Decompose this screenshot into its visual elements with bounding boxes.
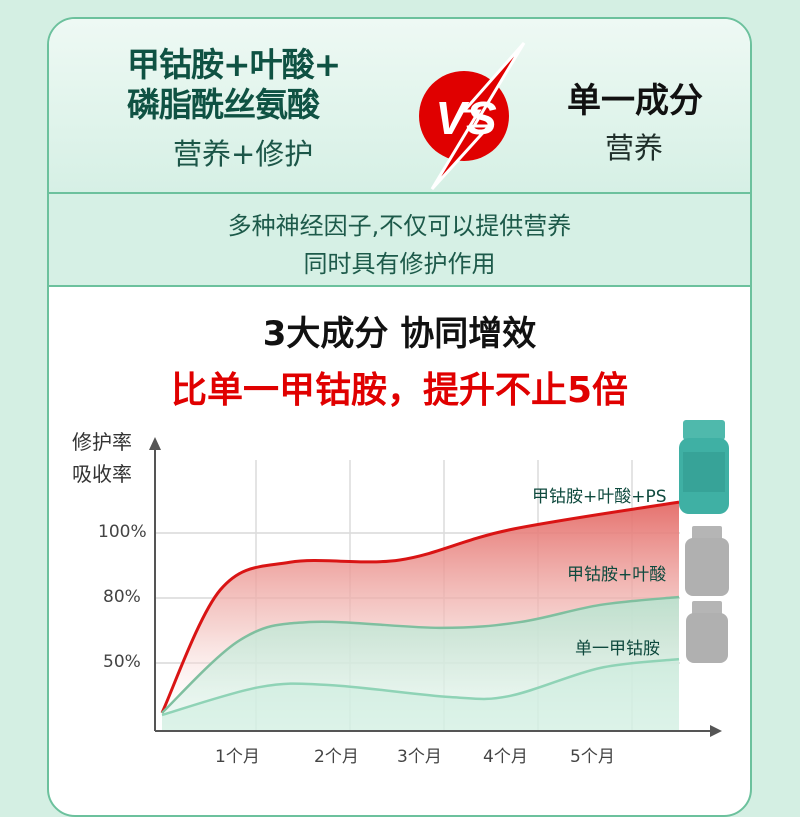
- series-combo-line: [161, 595, 680, 714]
- x-tick-label: 2个月: [314, 747, 359, 767]
- x-axis-arrow-icon: [710, 725, 722, 737]
- series-label-combo-ps: 甲钴胺+叶酸+PS: [532, 487, 667, 507]
- x-tick-label: 5个月: [570, 747, 615, 767]
- infographic-card: 甲钴胺+叶酸+ 磷脂酰丝氨酸 营养+修护 VS 单一成分 营养 多种神经因子,不…: [47, 17, 752, 817]
- y-tick-label: 100%: [98, 522, 147, 542]
- series-label-combo: 甲钴胺+叶酸: [567, 565, 667, 585]
- single-title: 单一成分: [567, 81, 703, 121]
- headline-primary: 3大成分 协同增效: [262, 314, 537, 354]
- comparison-header: 甲钴胺+叶酸+ 磷脂酰丝氨酸 营养+修护 VS 单一成分 营养: [49, 19, 750, 194]
- x-tick-label: 4个月: [483, 747, 528, 767]
- description-line1: 多种神经因子,不仅可以提供营养: [227, 212, 572, 240]
- y-tick-label: 80%: [103, 587, 141, 607]
- generic-bottle-icon: [685, 526, 729, 596]
- x-tick-label: 3个月: [397, 747, 442, 767]
- comparison-chart: [149, 420, 729, 737]
- series-label-single: 单一甲钴胺: [575, 639, 660, 659]
- y-axis-label-line1: 修护率: [72, 430, 132, 454]
- vs-icon: VS: [419, 42, 526, 191]
- y-axis-arrow-icon: [149, 437, 161, 450]
- y-tick-label: 50%: [103, 652, 141, 672]
- x-tick-label: 1个月: [215, 747, 260, 767]
- series-combo-ps-line: [160, 500, 680, 714]
- combo-title-line1: 甲钴胺+叶酸+: [127, 45, 341, 84]
- combo-subtitle: 营养+修护: [173, 137, 314, 171]
- description-panel: 多种神经因子,不仅可以提供营养 同时具有修护作用: [49, 194, 750, 287]
- series-single-line: [161, 657, 680, 717]
- y-axis-label-line2: 吸收率: [72, 462, 132, 486]
- single-subtitle: 营养: [605, 131, 664, 165]
- combo-title-line2: 磷脂酰丝氨酸: [127, 85, 320, 124]
- svg-text:VS: VS: [435, 92, 497, 144]
- generic-bottle-icon: [686, 601, 728, 663]
- product-bottle-icon: [679, 420, 729, 514]
- headline-secondary: 比单一甲钴胺，提升不止5倍: [170, 370, 629, 411]
- description-line2: 同时具有修护作用: [303, 250, 496, 278]
